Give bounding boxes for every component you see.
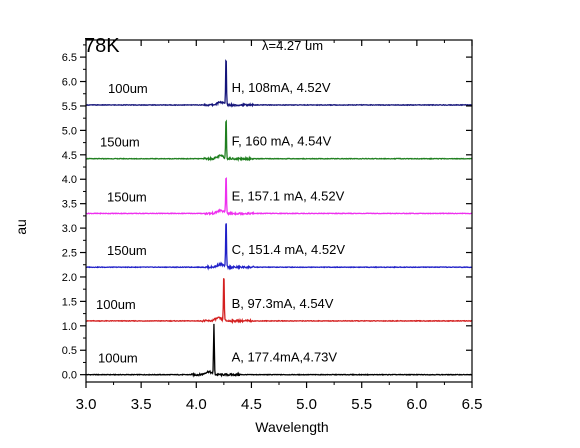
chart-title: 78K (84, 35, 120, 57)
y-tick-label: 0.0 (62, 370, 77, 382)
series-size-label: 150um (107, 189, 147, 204)
y-axis-label: au (13, 219, 29, 235)
x-tick-label: 3.0 (76, 396, 97, 413)
plot-lines (85, 59, 473, 378)
series-device-label: E, 157.1 mA, 4.52V (232, 188, 345, 203)
series-size-label: 150um (107, 243, 147, 258)
x-tick-label: 4.0 (186, 396, 207, 413)
series-line-4 (85, 177, 473, 217)
series-size-label: 150um (100, 135, 140, 150)
x-tick-label: 6.5 (462, 396, 483, 413)
y-tick-label: 4.0 (62, 174, 77, 186)
x-tick-label: 5.0 (296, 396, 317, 413)
y-tick-label: 5.0 (62, 125, 77, 137)
series-size-label: 100um (108, 81, 148, 96)
y-tick-label: 2.0 (62, 272, 77, 284)
y-tick-label: 5.5 (62, 101, 77, 113)
y-tick-label: 3.0 (62, 223, 77, 235)
peak-annotation: λ=4.27 um (262, 38, 323, 53)
plot-labels: 100um A, 177.4mA,4.73V 100um B, 97.3mA, 4.5… (96, 80, 345, 366)
y-tick-label: 6.5 (62, 52, 77, 64)
y-tick-label: 1.0 (62, 321, 77, 333)
series-device-label: H, 108mA, 4.52V (232, 80, 331, 95)
y-tick-label: 6.0 (62, 77, 77, 89)
series-line-5 (85, 119, 473, 162)
series-line-1 (85, 323, 473, 378)
series-device-label: A, 177.4mA,4.73V (232, 350, 338, 365)
x-tick-label: 5.5 (351, 396, 372, 413)
x-axis-label: Wavelength (255, 419, 328, 435)
series-device-label: B, 97.3mA, 4.54V (232, 296, 334, 311)
y-tick-label: 0.5 (62, 345, 77, 357)
series-size-label: 100um (98, 351, 138, 366)
series-line-3 (85, 223, 473, 271)
axes: 3.0 3.5 4.0 4.5 5.0 5.5 6.0 6.5 0.0 0.5 1.0 1.5 2.0 2… (62, 39, 483, 413)
series-size-label: 100um (96, 297, 136, 312)
series-line-6 (85, 59, 473, 108)
y-tick-label: 3.5 (62, 199, 77, 211)
x-tick-label: 6.0 (406, 396, 427, 413)
series-line-2 (85, 278, 473, 325)
y-tick-label: 1.5 (62, 296, 77, 308)
y-tick-label: 2.5 (62, 248, 77, 260)
series-device-label: C, 151.4 mA, 4.52V (232, 242, 346, 257)
x-tick-label: 4.5 (241, 396, 262, 413)
y-tick-label: 4.5 (62, 150, 77, 162)
x-tick-label: 3.5 (131, 396, 152, 413)
series-device-label: F, 160 mA, 4.54V (232, 134, 332, 149)
